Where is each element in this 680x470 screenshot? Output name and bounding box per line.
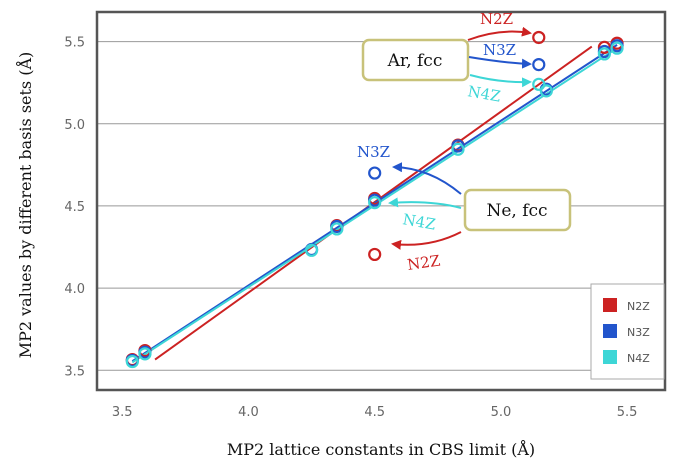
data-point-n2z [597,40,612,54]
data-point-n4z [125,354,139,369]
data-point-n4z [451,142,465,156]
x-tick-label: 4.0 [238,405,259,420]
x-axis-title: MP2 lattice constants in CBS limit (Å) [227,439,535,459]
data-point-n4z [304,243,319,257]
ne-n3z-label: N3Z [357,143,390,161]
ne-n2z-label: N2Z [406,252,441,274]
y-tick-label: 4.5 [64,200,85,215]
grid-lines [97,41,665,371]
ar-callout: Ar, fcc N2Z N3Z N4Z [361,10,532,106]
data-point-n4z [330,222,344,236]
y-tick-label: 4.0 [64,282,85,297]
y-tick-label: 3.5 [64,364,85,379]
legend-label-n3z: N3Z [627,326,650,339]
data-point-n3z [368,166,382,180]
data-point-n4z [368,196,382,210]
ne-callout: Ne, fcc N3Z N4Z N2Z [357,143,572,274]
data-point-n4z [597,47,612,61]
legend-label-n2z: N2Z [627,300,650,313]
data-point-n4z [539,84,553,98]
data-point-n4z [532,77,546,91]
ar-n4z-label: N4Z [466,82,502,105]
x-tick-label: 5.0 [491,405,512,420]
ar-callout-box [361,38,470,82]
x-tick-label: 5.5 [617,405,638,420]
y-tick-labels: 3.5 4.0 4.5 5.0 5.5 [64,36,85,380]
ar-callout-label: Ar, fcc [387,51,443,71]
ne-callout-label: Ne, fcc [486,201,547,221]
data-points [125,30,624,369]
legend-swatch-n2z [603,298,617,312]
ar-n3z-arrow [468,56,532,69]
legend-swatch-n3z [603,324,617,338]
ne-n2z-arrow [391,231,462,250]
x-tick-label: 4.5 [364,405,385,420]
ne-callout-box [463,188,572,232]
plot-frame [95,10,667,392]
ar-n3z-label: N3Z [483,41,516,59]
ne-n4z-arrow [388,197,462,209]
y-axis-title: MP2 values by different basis sets (Å) [15,52,35,359]
ar-n2z-arrow [467,26,532,41]
data-point-n2z [532,30,546,45]
data-point-n4z [138,347,152,361]
ar-n4z-arrow [469,74,532,88]
ne-n4z-label: N4Z [401,210,437,233]
legend: N2Z N3Z N4Z [590,283,665,380]
x-tick-label: 3.5 [112,405,133,420]
legend-swatch-n4z [603,350,617,364]
ne-n3z-arrow [392,162,462,195]
legend-label-n4z: N4Z [627,352,650,365]
ar-n2z-label: N2Z [480,10,513,28]
x-tick-labels: 3.5 4.0 4.5 5.0 5.5 [112,405,638,420]
y-tick-label: 5.0 [64,118,85,133]
data-point-n4z [610,41,624,55]
data-point-n2z [368,247,382,262]
data-point-n3z [532,57,546,72]
y-tick-label: 5.5 [64,36,85,51]
